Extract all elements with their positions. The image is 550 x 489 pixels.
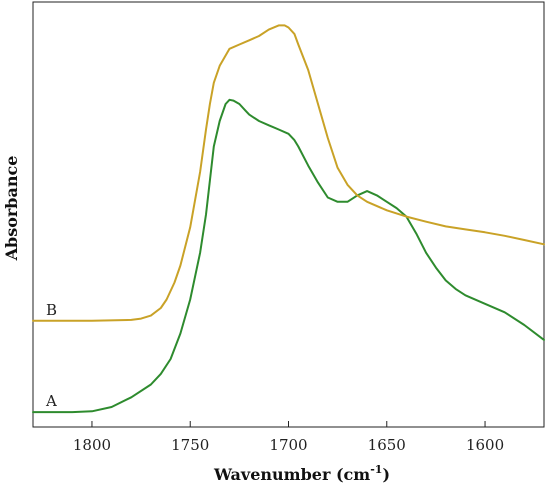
x-axis-title: Wavenumber (cm-1): [213, 463, 390, 484]
series-line-a: [32, 98, 545, 414]
series-line-b: [32, 24, 545, 322]
curve-label-a: A: [45, 392, 57, 410]
x-axis-title-close: ): [382, 465, 390, 484]
curve-label-b: B: [46, 301, 57, 319]
x-tick-label: 1700: [269, 436, 307, 454]
x-axis-title-sup: -1: [370, 463, 382, 476]
x-axis-ticks: 1800 1750 1700 1650 1600: [73, 421, 504, 454]
plot-frame: [32, 1, 545, 428]
x-tick-label: 1750: [171, 436, 209, 454]
x-axis-title-main: Wavenumber (cm: [213, 465, 370, 484]
curve-labels: AB: [45, 301, 57, 410]
y-axis-title: Absorbance: [2, 156, 21, 262]
series-layer: [32, 24, 545, 414]
x-tick-label: 1800: [73, 436, 111, 454]
x-tick-label: 1600: [466, 436, 504, 454]
x-tick-label: 1650: [368, 436, 406, 454]
